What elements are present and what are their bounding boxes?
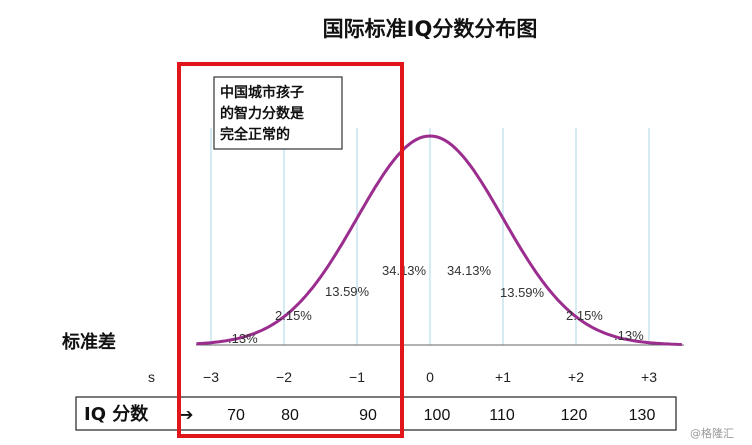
iq-score: 110 [489, 407, 515, 424]
iq-score: 130 [629, 407, 656, 424]
chart-title: 国际标准IQ分数分布图 [323, 17, 538, 41]
sd-tick-label: −2 [276, 369, 292, 385]
band-percent-label: 13.59% [325, 284, 370, 299]
sd-tick-label: +2 [568, 369, 584, 385]
iq-score: 80 [281, 407, 299, 424]
band-percent-label: 13.59% [500, 285, 545, 300]
annotation-line: 中国城市孩子 [220, 84, 304, 101]
band-percent-labels: .13% 2.15% 13.59% 34.13% 34.13% 13.59% 2.15% .1… [228, 263, 644, 346]
annotation-line: 完全正常的 [220, 126, 290, 143]
band-percent-label: 34.13% [447, 263, 492, 278]
band-percent-label: 2.15% [566, 308, 603, 323]
band-percent-label: .13% [228, 331, 258, 346]
sd-tick-label: +3 [641, 369, 657, 385]
iq-score-values: 70 80 90 100 110 120 130 [227, 407, 655, 424]
sd-tick-partial: s [148, 369, 155, 385]
watermark: @格隆汇 [690, 426, 734, 440]
sd-tick-labels: −3 −2 −1 0 +1 +2 +3 [203, 369, 657, 385]
iq-row-label: IQ 分数 [84, 403, 149, 425]
band-percent-label: .13% [614, 328, 644, 343]
iq-score-row [75, 396, 677, 431]
arrow-icon: ➔ [180, 407, 193, 424]
sd-tick-label: −3 [203, 369, 219, 385]
band-percent-label: 34.13% [382, 263, 427, 278]
highlight-box [177, 62, 404, 438]
iq-score: 90 [359, 407, 377, 424]
annotation-box [213, 76, 343, 150]
std-dev-label: 标准差 [61, 331, 116, 353]
sd-gridlines [210, 128, 650, 345]
sd-tick-label: 0 [426, 369, 434, 385]
sd-tick-label: +1 [495, 369, 511, 385]
normal-curve [196, 134, 682, 346]
iq-score: 120 [561, 407, 588, 424]
iq-score: 100 [424, 407, 451, 424]
band-percent-label: 2.15% [275, 308, 312, 323]
annotation-line: 的智力分数是 [220, 105, 305, 122]
sd-tick-label: −1 [349, 369, 365, 385]
iq-score: 70 [227, 407, 245, 424]
